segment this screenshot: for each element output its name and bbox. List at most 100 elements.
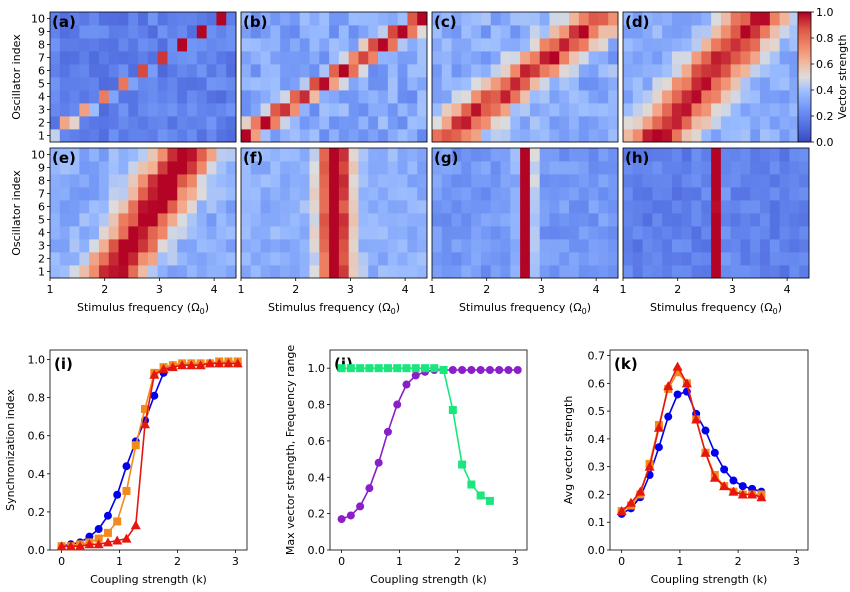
heatmap-cell: [642, 148, 653, 162]
heatmap-cell: [662, 174, 673, 188]
heatmap-cell: [289, 187, 301, 201]
heatmap-cell: [598, 200, 609, 214]
heatmap-cell: [309, 25, 320, 39]
heatmap-cell: [280, 252, 291, 266]
heatmap-cell: [118, 51, 129, 65]
heatmap-cell: [69, 200, 80, 214]
heatmap-cell: [662, 161, 673, 175]
heatmap-cell: [157, 77, 168, 91]
heatmap-cell: [319, 213, 330, 227]
heatmap-cell: [187, 129, 198, 143]
data-point: [709, 472, 720, 482]
heatmap-cell: [779, 116, 790, 130]
heatmap-panel: (d): [622, 11, 810, 143]
heatmap-cell: [118, 226, 129, 240]
heatmap-cell: [226, 174, 237, 188]
data-point: [84, 539, 95, 549]
heatmap-cell: [642, 265, 653, 279]
heatmap-cell: [760, 116, 771, 130]
heatmap-cell: [138, 226, 149, 240]
colorbar-segment: [798, 113, 811, 117]
heatmap-cell: [750, 129, 761, 143]
x-tick-label: 3: [232, 555, 239, 568]
heatmap-cell: [319, 226, 330, 240]
heatmap-cell: [549, 239, 560, 253]
heatmap-cell: [319, 239, 330, 253]
heatmap-panel: (b): [240, 11, 428, 143]
heatmap-cell: [260, 77, 271, 91]
heatmap-cell: [79, 129, 90, 143]
heatmap-cell: [128, 64, 139, 78]
heatmap-cell: [578, 90, 590, 104]
heatmap-cell: [471, 38, 482, 52]
heatmap-cell: [177, 213, 188, 227]
heatmap-cell: [490, 265, 501, 279]
heatmap-cell: [79, 226, 90, 240]
heatmap-cell: [69, 12, 80, 26]
heatmap-cell: [461, 77, 472, 91]
heatmap-cell: [289, 129, 301, 143]
x-tick-label: 3: [538, 283, 545, 296]
heatmap-cell: [299, 103, 310, 117]
heatmap-cell: [59, 116, 70, 130]
data-point: [439, 366, 448, 374]
heatmap-cell: [740, 116, 751, 130]
data-point: [204, 358, 215, 368]
heatmap-cell: [216, 116, 227, 130]
heatmap-cell: [270, 161, 281, 175]
data-point: [504, 366, 513, 374]
heatmap-cell: [157, 226, 168, 240]
colorbar-segment: [798, 137, 811, 141]
heatmap-cell: [701, 252, 712, 266]
heatmap-cell: [270, 239, 281, 253]
heatmap-cell: [779, 174, 790, 188]
heatmap-cell: [769, 213, 781, 227]
heatmap-cell: [769, 252, 781, 266]
y-axis-label: Synchronization index: [4, 389, 17, 511]
colorbar-segment: [798, 61, 811, 65]
heatmap-cell: [451, 174, 462, 188]
heatmap-cell: [471, 64, 482, 78]
y-tick-label: 3: [38, 240, 45, 253]
heatmap-cell: [799, 187, 810, 201]
colorbar-segment: [798, 66, 811, 69]
heatmap-cell: [241, 77, 252, 91]
heatmap-cell: [520, 265, 531, 279]
heatmap-cell: [681, 265, 692, 279]
data-point: [365, 484, 374, 493]
heatmap-cell: [559, 103, 570, 117]
heatmap-cell: [711, 77, 722, 91]
heatmap-cell: [216, 226, 227, 240]
heatmap-cell: [147, 252, 159, 266]
heatmap-cell: [226, 161, 237, 175]
heatmap-cell: [319, 148, 330, 162]
heatmap-cell: [187, 187, 198, 201]
heatmap-cell: [671, 51, 683, 65]
colorbar-tick-label: 0.4: [816, 84, 834, 97]
heatmap-cell: [338, 103, 350, 117]
heatmap-cell: [588, 200, 599, 214]
heatmap-cell: [720, 77, 732, 91]
heatmap-cell: [681, 51, 692, 65]
heatmap-cell: [98, 77, 110, 91]
heatmap-cell: [480, 129, 492, 143]
colorbar-segment: [798, 77, 811, 80]
heatmap-cell: [387, 161, 399, 175]
heatmap-cell: [578, 64, 590, 78]
heatmap-cell: [480, 116, 492, 130]
heatmap-cell: [368, 129, 379, 143]
heatmap-cell: [378, 38, 389, 52]
heatmap-cell: [378, 77, 389, 91]
heatmap-cell: [750, 187, 761, 201]
heatmap-cell: [520, 51, 531, 65]
heatmap-cell: [226, 12, 237, 26]
colorbar-segment: [798, 48, 811, 52]
heatmap-cell: [89, 90, 100, 104]
heatmap-cell: [652, 64, 663, 78]
heatmap-cell: [250, 187, 261, 201]
heatmap-panel: (c): [431, 11, 619, 143]
heatmap-cell: [632, 77, 643, 91]
data-point: [485, 366, 494, 374]
heatmap-cell: [608, 38, 619, 52]
heatmap-cell: [578, 174, 590, 188]
